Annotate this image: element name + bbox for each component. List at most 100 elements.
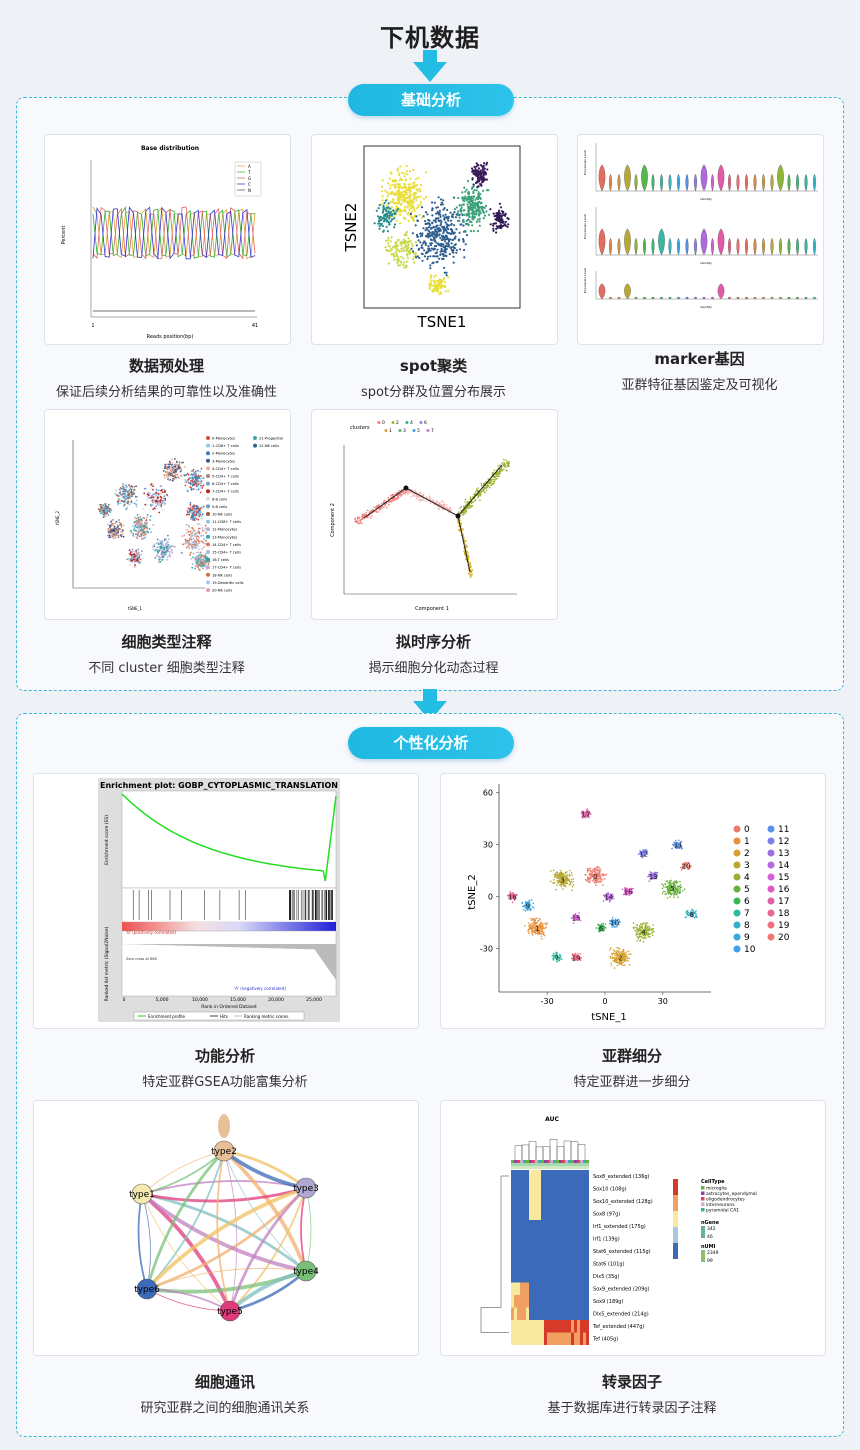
cell-dot xyxy=(163,488,166,491)
cell-dot xyxy=(146,497,149,499)
cell-dot xyxy=(176,465,179,468)
cell-dot xyxy=(199,551,202,554)
cell-dot xyxy=(201,565,204,567)
violin-shape xyxy=(804,173,808,192)
sub-dot xyxy=(616,962,619,964)
cell-dot xyxy=(104,503,107,505)
spot-dot xyxy=(473,188,476,192)
cell-dot xyxy=(195,518,198,520)
spot-dot xyxy=(464,190,467,193)
legend-label: 15-CD4+ T cells xyxy=(212,551,241,555)
spot-dot xyxy=(407,243,410,246)
spot-dot xyxy=(400,171,403,174)
spot-dot xyxy=(439,253,442,256)
spot-dot xyxy=(451,238,454,241)
spot-dot xyxy=(389,213,392,216)
sub-dot xyxy=(585,873,587,876)
spot-dot xyxy=(405,253,408,256)
pseudo-dot xyxy=(375,505,378,508)
violin-shape xyxy=(660,296,663,300)
sub-dot xyxy=(644,931,646,934)
sub-dot xyxy=(668,880,671,882)
cell-dot xyxy=(129,563,131,566)
cell-dot xyxy=(200,517,203,520)
sub-dot xyxy=(642,932,645,935)
sub-dot xyxy=(562,881,564,884)
spot-dot xyxy=(434,236,437,239)
cell-dot xyxy=(161,501,164,504)
spot-dot xyxy=(399,213,402,216)
legend-label: 9-B cells xyxy=(212,505,227,509)
spot-dot xyxy=(412,219,415,222)
pseudo-dot xyxy=(408,491,411,493)
sub-dot xyxy=(598,870,601,873)
sub-dot xyxy=(588,881,591,883)
violin-shape xyxy=(658,228,665,256)
cell-dot xyxy=(169,551,171,553)
spot-dot xyxy=(482,165,485,168)
sub-dot xyxy=(632,922,635,925)
cell-dot xyxy=(163,474,166,477)
spot-dot xyxy=(472,204,475,207)
spot-dot xyxy=(390,218,394,221)
spot-dot xyxy=(432,225,435,228)
sub-dot xyxy=(528,924,530,927)
sub-dot xyxy=(637,937,639,940)
cell-dot xyxy=(186,513,189,516)
cell-dot xyxy=(102,509,105,512)
sub-dot xyxy=(618,950,621,953)
spot-dot xyxy=(412,207,415,210)
pseudo-dot xyxy=(498,473,500,476)
spot-dot xyxy=(501,225,504,228)
sub-dot xyxy=(648,929,650,932)
cell-dot xyxy=(122,524,125,527)
spot-dot xyxy=(405,245,408,248)
pseudo-dot xyxy=(442,505,444,507)
cell-dot xyxy=(194,545,197,548)
sub-dot xyxy=(648,926,651,928)
cell-dot xyxy=(130,500,133,502)
pseudo-dot xyxy=(500,470,502,473)
spot-dot xyxy=(434,228,437,231)
cell-dot xyxy=(126,508,128,510)
spot-dot xyxy=(442,278,445,281)
spot-dot xyxy=(492,212,495,215)
gsea-x-label: Rank in Ordered Dataset xyxy=(201,1004,257,1010)
sub-dot xyxy=(640,935,643,938)
cell-dot xyxy=(173,467,176,470)
spot-dot xyxy=(384,199,387,202)
cell-dot xyxy=(162,470,165,472)
spot-dot xyxy=(502,213,506,217)
spot-dot xyxy=(415,244,418,247)
spot-dot xyxy=(400,178,404,182)
sub-dot xyxy=(540,935,543,938)
pseudo-dot xyxy=(499,472,501,474)
spot-dot xyxy=(419,203,422,206)
sub-dot xyxy=(639,923,642,925)
spot-dot xyxy=(471,224,474,227)
pseudo-dot xyxy=(503,462,506,465)
spot-dot xyxy=(405,265,408,268)
cell-dot xyxy=(104,514,107,516)
cell-dot xyxy=(204,527,207,530)
cell-dot xyxy=(119,490,122,492)
cell-dot xyxy=(164,471,167,473)
chart-title: Base distribution xyxy=(141,145,199,152)
cell-dot xyxy=(107,534,109,537)
sub-dot xyxy=(609,947,612,949)
cell-dot xyxy=(184,479,187,481)
spot-dot xyxy=(473,166,476,169)
spot-dot xyxy=(400,202,403,205)
spot-dot xyxy=(459,248,462,251)
custom-analysis-label: 个性化分析 xyxy=(348,727,514,759)
pseudo-dot xyxy=(470,502,473,504)
cell-dot xyxy=(117,500,120,503)
cell-dot xyxy=(100,510,103,513)
spot-dot xyxy=(498,209,501,212)
cell-dot xyxy=(152,508,155,510)
spot-dot xyxy=(402,209,405,212)
cell-dot xyxy=(135,505,138,508)
pseudo-dot xyxy=(356,516,359,518)
sub-dot xyxy=(602,873,605,876)
spot-dot xyxy=(425,234,428,238)
